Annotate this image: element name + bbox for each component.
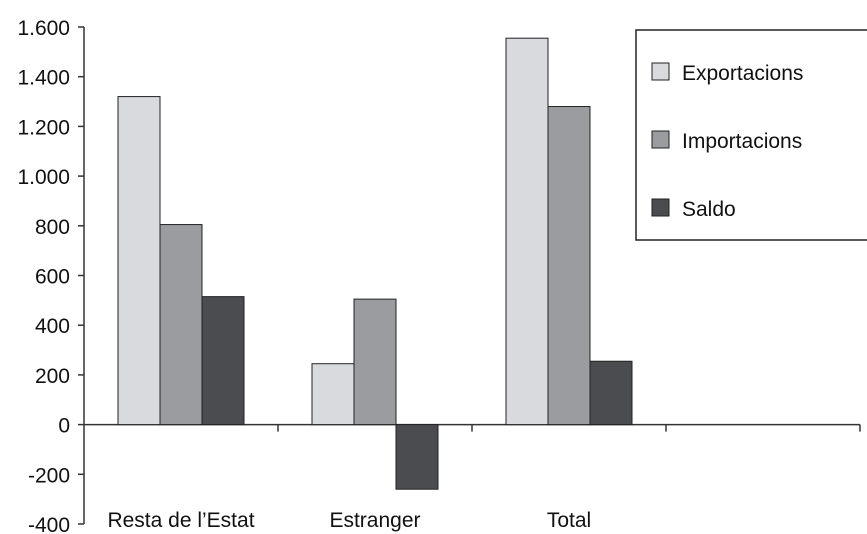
bar-importacions-2 — [547, 106, 591, 426]
bar-importacions-1 — [353, 298, 397, 426]
legend-label-saldo: Saldo — [682, 198, 736, 221]
y-tick-label: 600 — [35, 266, 70, 289]
legend-label-exportacions: Exportacions — [682, 62, 803, 85]
bar-saldo-1 — [395, 424, 439, 490]
x-axis — [84, 423, 861, 432]
y-tick-label: 400 — [35, 315, 70, 338]
y-tick-label: 800 — [35, 216, 70, 239]
legend-label-importacions: Importacions — [682, 130, 802, 153]
y-tick-label: 1.600 — [17, 17, 70, 40]
y-axis: 1.600 1.400 1.200 1.000 800 600 400 200 0 -200 -40… — [17, 17, 85, 534]
y-tick-label: 1.000 — [17, 166, 70, 189]
legend-swatch-exportacions — [651, 62, 670, 81]
y-tick-label: -200 — [28, 464, 70, 487]
legend-swatch-saldo — [651, 198, 670, 217]
legend-box — [635, 29, 867, 241]
category-labels: Resta de l’Estat Estranger Total — [107, 509, 591, 532]
bar-exportacions-2 — [505, 37, 549, 426]
y-tick-label: 1.400 — [17, 67, 70, 90]
category-label: Resta de l’Estat — [107, 509, 254, 532]
category-label: Total — [547, 509, 591, 532]
y-tick-label: -400 — [28, 514, 70, 534]
bars — [117, 37, 633, 490]
y-tick-label: 1.200 — [17, 116, 70, 139]
y-tick-label: 200 — [35, 365, 70, 388]
legend-swatch-importacions — [651, 130, 670, 149]
bar-saldo-0 — [201, 296, 245, 426]
bar-importacions-0 — [159, 224, 203, 426]
bar-exportacions-1 — [311, 363, 355, 426]
y-tick-label: 0 — [58, 415, 70, 438]
category-label: Estranger — [329, 509, 420, 532]
legend: Exportacions Importacions Saldo — [635, 29, 867, 241]
bar-exportacions-0 — [117, 96, 161, 426]
bar-saldo-2 — [589, 360, 633, 426]
